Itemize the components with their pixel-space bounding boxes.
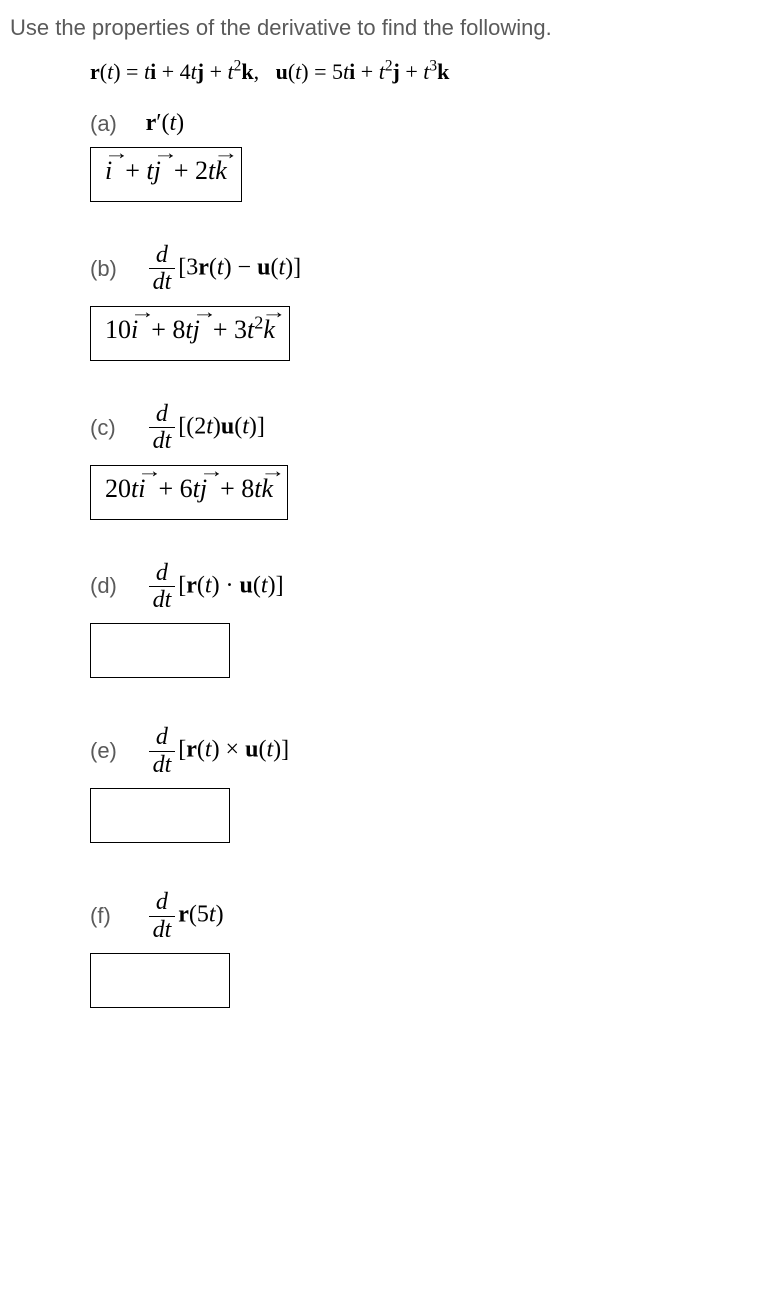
- part-b-expression: ddt[3r(t) − u(t)]: [146, 242, 302, 296]
- part-d-expression: ddt[r(t) · u(t)]: [146, 560, 284, 614]
- part-a-label: (a): [90, 111, 140, 137]
- part-f-answer[interactable]: [90, 953, 230, 1008]
- part-d-answer[interactable]: [90, 623, 230, 678]
- part-c-expression: ddt[(2t)u(t)]: [146, 401, 265, 455]
- part-c-answer[interactable]: 20ti + 6tj + 8tk: [90, 465, 288, 520]
- part-b-answer[interactable]: 10i + 8tj + 3t2k: [90, 306, 290, 361]
- part-c-label: (c): [90, 415, 140, 441]
- part-f: (f) ddtr(5t): [90, 889, 754, 1014]
- part-f-expression: ddtr(5t): [146, 889, 224, 943]
- part-e-expression: ddt[r(t) × u(t)]: [146, 724, 290, 778]
- r-definition: r(t) = ti + 4tj + t2k,: [90, 59, 259, 84]
- part-e: (e) ddt[r(t) × u(t)]: [90, 724, 754, 849]
- part-d-label: (d): [90, 573, 140, 599]
- part-a-answer[interactable]: i + tj + 2tk: [90, 147, 242, 202]
- u-definition: u(t) = 5ti + t2j + t3k: [276, 59, 450, 84]
- part-b: (b) ddt[3r(t) − u(t)] 10i + 8tj + 3t2k: [90, 242, 754, 361]
- problem-prompt: Use the properties of the derivative to …: [10, 15, 754, 41]
- part-c: (c) ddt[(2t)u(t)] 20ti + 6tj + 8tk: [90, 401, 754, 520]
- part-e-answer[interactable]: [90, 788, 230, 843]
- part-a: (a) r′(t) i + tj + 2tk: [90, 110, 754, 202]
- part-d: (d) ddt[r(t) · u(t)]: [90, 560, 754, 685]
- part-f-label: (f): [90, 903, 140, 929]
- part-e-label: (e): [90, 738, 140, 764]
- function-definitions: r(t) = ti + 4tj + t2k, u(t) = 5ti + t2j …: [90, 59, 754, 85]
- part-a-expression: r′(t): [146, 110, 185, 137]
- part-b-label: (b): [90, 256, 140, 282]
